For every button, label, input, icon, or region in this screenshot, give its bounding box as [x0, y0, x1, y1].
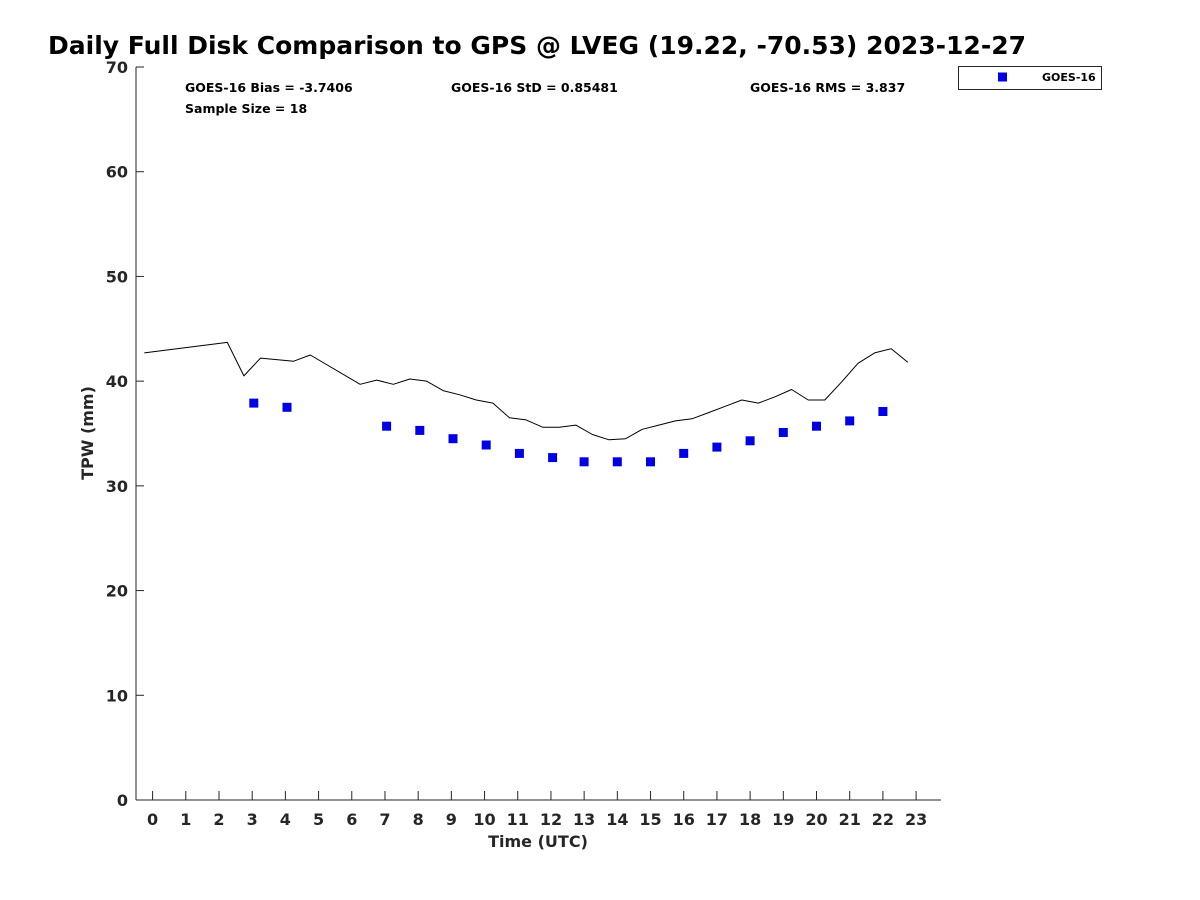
y-tick-label: 0: [117, 791, 128, 810]
data-point-goes16: [612, 457, 622, 467]
data-point-goes16: [679, 448, 689, 458]
bias-stat: GOES-16 Bias = -3.7406: [185, 80, 353, 95]
stats-annotations: GOES-16 Bias = -3.7406 GOES-16 StD = 0.8…: [185, 80, 905, 116]
x-tick-label: 14: [606, 810, 628, 829]
x-tick-label: 3: [247, 810, 258, 829]
data-point-goes16: [548, 453, 558, 463]
x-tick-label: 17: [706, 810, 728, 829]
x-tick-label: 23: [905, 810, 927, 829]
x-tick-label: 21: [839, 810, 861, 829]
x-tick-label: 19: [772, 810, 794, 829]
data-point-goes16: [646, 457, 655, 467]
data-point-goes16: [249, 398, 259, 408]
rms-stat: GOES-16 RMS = 3.837: [750, 80, 905, 95]
data-point-goes16: [282, 402, 292, 412]
series-line: [144, 341, 909, 441]
x-tick-label: 18: [739, 810, 761, 829]
y-tick-label: 30: [106, 477, 128, 496]
x-tick-label: 9: [446, 810, 457, 829]
data-point-goes16: [812, 421, 821, 431]
x-tick-label: 1: [180, 810, 191, 829]
x-tick-label: 5: [313, 810, 324, 829]
x-tick-label: 13: [573, 810, 595, 829]
data-point-goes16: [481, 440, 491, 450]
x-tick-label: 20: [805, 810, 827, 829]
y-tick-label: 70: [106, 58, 128, 77]
axes: [135, 67, 941, 801]
y-tick-label: 50: [106, 267, 128, 286]
legend-label-goes16: GOES-16: [1042, 71, 1096, 84]
y-tick-label: 20: [106, 582, 128, 601]
x-tick-label: 16: [673, 810, 695, 829]
x-tick-label: 4: [280, 810, 291, 829]
legend-marker-goes16: [998, 72, 1007, 82]
y-tick-label: 60: [106, 163, 128, 182]
data-point-goes16: [878, 407, 888, 416]
x-tick-label: 6: [346, 810, 357, 829]
data-point-goes16: [415, 425, 425, 435]
chart-title: Daily Full Disk Comparison to GPS @ LVEG…: [48, 31, 1026, 60]
series-layer: [144, 341, 909, 467]
x-tick-label: 10: [473, 810, 495, 829]
y-tick-label: 40: [106, 372, 128, 391]
data-point-goes16: [778, 428, 788, 437]
y-tick-label: 10: [106, 686, 128, 705]
std-stat: GOES-16 StD = 0.85481: [451, 80, 618, 95]
x-tick-label: 8: [413, 810, 424, 829]
x-tick-label: 11: [507, 810, 529, 829]
legend-box: [958, 66, 1102, 90]
data-point-goes16: [382, 421, 392, 431]
x-tick-label: 15: [639, 810, 661, 829]
x-tick-label: 22: [872, 810, 894, 829]
data-point-goes16: [514, 448, 524, 458]
x-tick-label: 0: [147, 810, 158, 829]
x-tick-label: 2: [213, 810, 224, 829]
x-tick-label: 7: [379, 810, 390, 829]
x-axis-label: Time (UTC): [488, 832, 588, 851]
x-tick-label: 12: [540, 810, 562, 829]
sample-size-stat: Sample Size = 18: [185, 101, 307, 116]
data-point-goes16: [448, 434, 458, 444]
legend: GOES-16: [958, 66, 1102, 90]
data-point-goes16: [579, 457, 589, 467]
y-ticks: 0 10 20 30 40 50 60 70: [106, 58, 144, 810]
x-ticks: 0 1 2 3 4 5 6 7 8 9 10 11 12 13 14 15 16 17 18 19 20 21 22 23: [147, 791, 927, 829]
data-point-goes16: [845, 416, 855, 426]
data-point-goes16: [745, 436, 755, 446]
data-point-goes16: [712, 442, 722, 452]
y-axis-label: TPW (mm): [78, 386, 97, 480]
